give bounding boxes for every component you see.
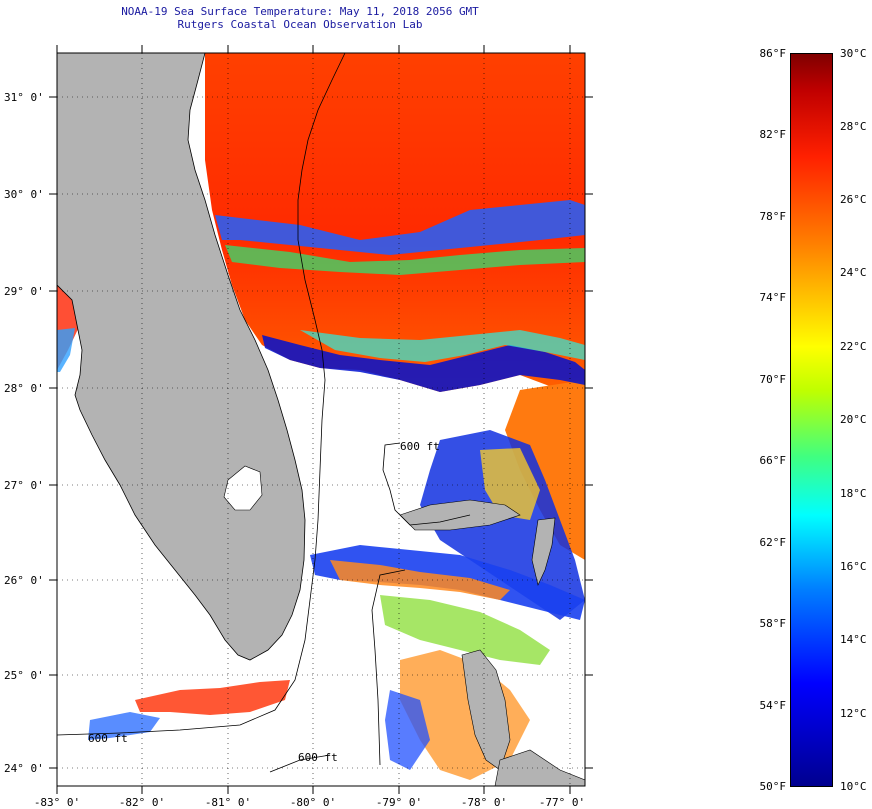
map-subtitle: Rutgers Coastal Ocean Observation Lab	[177, 18, 423, 31]
lat-label: 25° 0'	[4, 669, 44, 682]
colorbar-f-label: 78°F	[759, 210, 787, 223]
colorbar-c-label: 18°C	[840, 487, 867, 500]
colorbar-c-label: 30°C	[840, 47, 867, 60]
map-frame	[56, 52, 586, 787]
keys-warm-patch	[135, 680, 290, 715]
lat-label: 28° 0'	[4, 382, 44, 395]
straits-patch-south-blue	[385, 690, 430, 770]
cool-front-green-north	[225, 245, 585, 275]
straits-patch-green	[380, 595, 550, 665]
isobath-label: 600 ft	[298, 751, 338, 764]
colorbar-f-label: 50°F	[759, 780, 787, 793]
cool-band-cyan	[300, 330, 585, 362]
straits-patch-orange	[330, 560, 510, 600]
isobath-south	[269, 754, 331, 773]
lon-label: -80° 0'	[290, 796, 336, 809]
colorbar-f-label: 66°F	[759, 454, 787, 467]
axis-ticks	[49, 45, 593, 794]
lon-label: -77° 0'	[539, 796, 585, 809]
colorbar-c-label: 12°C	[840, 707, 867, 720]
map-title: NOAA-19 Sea Surface Temperature: May 11,…	[121, 5, 479, 18]
colorbar-c-label: 14°C	[840, 633, 867, 646]
warm-water-east	[505, 380, 585, 560]
lat-label: 29° 0'	[4, 285, 44, 298]
colorbar-c-label: 20°C	[840, 413, 867, 426]
colorbar-c-label: 24°C	[840, 266, 867, 279]
temperature-colorbar	[790, 53, 833, 787]
colorbar-f-label: 58°F	[759, 617, 787, 630]
lon-label: -78° 0'	[461, 796, 507, 809]
colorbar-f-label: 70°F	[759, 373, 787, 386]
cool-front-north	[215, 200, 585, 255]
colorbar-c-label: 22°C	[840, 340, 867, 353]
abaco-island	[531, 517, 556, 586]
colorbar-f-label: 62°F	[759, 536, 787, 549]
colorbar-c-label: 28°C	[840, 120, 867, 133]
lat-label: 26° 0'	[4, 574, 44, 587]
cool-band-mid	[262, 335, 585, 392]
isobath-east-shelf	[56, 52, 346, 736]
colorbar-f-label: 82°F	[759, 128, 787, 141]
lon-label: -81° 0'	[205, 796, 251, 809]
gulf-cool-patch	[57, 328, 75, 372]
grand-bahama	[399, 499, 521, 531]
isobath-straits	[371, 569, 406, 766]
colorbar-c-label: 10°C	[840, 780, 867, 793]
lake-okeechobee	[223, 465, 263, 511]
colorbar-c-label: 26°C	[840, 193, 867, 206]
colorbar-f-label: 86°F	[759, 47, 787, 60]
colorbar-f-label: 74°F	[759, 291, 787, 304]
isobath-label: 600 ft	[88, 732, 128, 745]
colorbar-f-label: 54°F	[759, 699, 787, 712]
isobath-label: 600 ft	[400, 440, 440, 453]
isobath-bahamas	[382, 442, 471, 526]
colorbar-c-label: 16°C	[840, 560, 867, 573]
lon-label: -82° 0'	[119, 796, 165, 809]
andros-island	[461, 649, 511, 771]
lat-label: 27° 0'	[4, 479, 44, 492]
lon-label: -79° 0'	[376, 796, 422, 809]
yellow-patch-bahamas	[480, 448, 540, 520]
lat-label: 30° 0'	[4, 188, 44, 201]
lat-label: 31° 0'	[4, 91, 44, 104]
lat-label: 24° 0'	[4, 762, 44, 775]
lon-label: -83° 0'	[34, 796, 80, 809]
cuba-coast	[494, 749, 585, 786]
